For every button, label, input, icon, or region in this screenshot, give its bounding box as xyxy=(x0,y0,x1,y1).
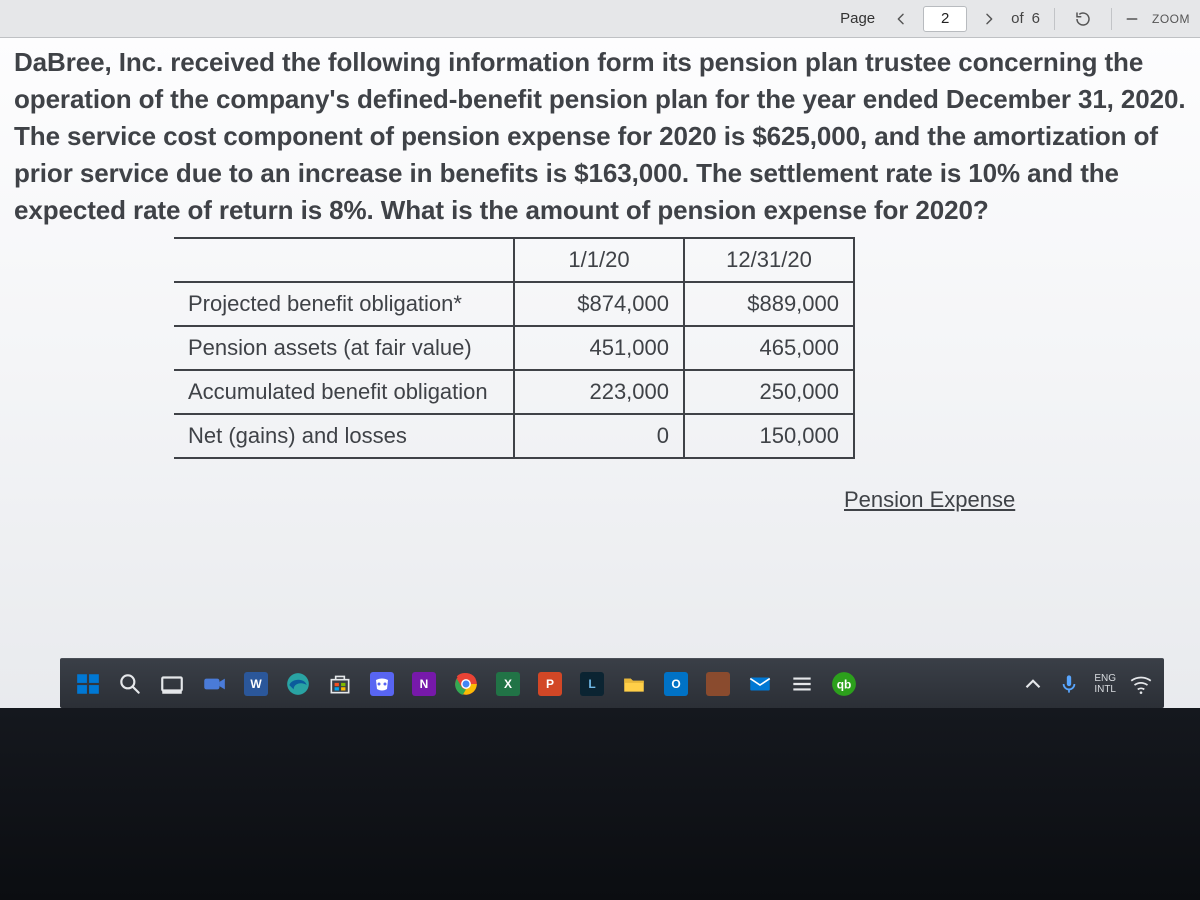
store-app-button[interactable] xyxy=(320,664,360,704)
search-icon xyxy=(117,671,143,697)
rotate-button[interactable] xyxy=(1069,6,1097,32)
toolbar-separator-2 xyxy=(1111,8,1112,30)
problem-text: DaBree, Inc. received the following info… xyxy=(14,44,1186,229)
minus-icon xyxy=(1124,11,1140,27)
row-label: Projected benefit obligation* xyxy=(174,282,514,326)
store-icon xyxy=(327,671,353,697)
chrome-app-button[interactable] xyxy=(446,664,486,704)
monitor-bezel-area xyxy=(0,708,1200,900)
lightroom-icon: L xyxy=(580,672,604,696)
app-button-misc1[interactable] xyxy=(698,664,738,704)
pdf-toolbar: Page of 6 ZOOM xyxy=(0,0,1200,38)
table-row: Pension assets (at fair value) 451,000 4… xyxy=(174,326,854,370)
outlook-app-button[interactable]: O xyxy=(656,664,696,704)
table-row: Projected benefit obligation* $874,000 $… xyxy=(174,282,854,326)
lang-line2: INTL xyxy=(1094,684,1116,695)
language-indicator[interactable]: ENG INTL xyxy=(1090,673,1120,695)
of-label: of xyxy=(1011,10,1024,27)
onenote-icon: N xyxy=(412,672,436,696)
row-value: 150,000 xyxy=(684,414,854,458)
camera-icon xyxy=(201,671,227,697)
row-value: $874,000 xyxy=(514,282,684,326)
mail-icon xyxy=(747,671,773,697)
discord-icon xyxy=(370,672,394,696)
onenote-app-button[interactable]: N xyxy=(404,664,444,704)
windows-taskbar: W N X P L xyxy=(60,658,1164,708)
lang-line1: ENG xyxy=(1094,673,1116,684)
toolbar-separator xyxy=(1054,8,1055,30)
page-label: Page xyxy=(840,10,875,27)
excel-icon: X xyxy=(496,672,520,696)
zoom-label: ZOOM xyxy=(1152,12,1190,26)
file-explorer-button[interactable] xyxy=(614,664,654,704)
microphone-icon xyxy=(1056,671,1082,697)
excel-app-button[interactable]: X xyxy=(488,664,528,704)
row-value: 0 xyxy=(514,414,684,458)
mail-app-button[interactable] xyxy=(740,664,780,704)
table-header-date1: 1/1/20 xyxy=(514,238,684,282)
chrome-icon xyxy=(453,671,479,697)
windows-logo-icon xyxy=(75,671,101,697)
row-value: $889,000 xyxy=(684,282,854,326)
chevron-up-icon xyxy=(1020,671,1046,697)
pension-table: 1/1/20 12/31/20 Projected benefit obliga… xyxy=(174,237,855,459)
word-icon: W xyxy=(244,672,268,696)
outlook-icon: O xyxy=(664,672,688,696)
word-app-button[interactable]: W xyxy=(236,664,276,704)
app-button-misc2[interactable] xyxy=(782,664,822,704)
wifi-icon xyxy=(1128,671,1154,697)
row-label: Pension assets (at fair value) xyxy=(174,326,514,370)
row-value: 465,000 xyxy=(684,326,854,370)
svg-text:qb: qb xyxy=(837,677,852,691)
page-nav-group: Page of 6 xyxy=(840,6,1118,32)
taskbar-right: ENG INTL xyxy=(1018,664,1156,704)
pension-expense-label: Pension Expense xyxy=(844,487,1186,513)
table-header-date2: 12/31/20 xyxy=(684,238,854,282)
quickbooks-app-button[interactable]: qb xyxy=(824,664,864,704)
task-view-button[interactable] xyxy=(152,664,192,704)
camera-app-button[interactable] xyxy=(194,664,234,704)
powerpoint-app-button[interactable]: P xyxy=(530,664,570,704)
row-value: 250,000 xyxy=(684,370,854,414)
quickbooks-icon: qb xyxy=(831,671,857,697)
table-header-row: 1/1/20 12/31/20 xyxy=(174,238,854,282)
powerpoint-icon: P xyxy=(538,672,562,696)
row-value: 451,000 xyxy=(514,326,684,370)
rotate-icon xyxy=(1074,10,1092,28)
lightroom-app-button[interactable]: L xyxy=(572,664,612,704)
page-number-input[interactable] xyxy=(923,6,967,32)
tray-chevron-button[interactable] xyxy=(1018,664,1048,704)
table-row: Accumulated benefit obligation 223,000 2… xyxy=(174,370,854,414)
lines-icon xyxy=(789,671,815,697)
row-label: Net (gains) and losses xyxy=(174,414,514,458)
taskbar-left: W N X P L xyxy=(68,664,1014,704)
chevron-right-icon xyxy=(981,11,997,27)
app-icon xyxy=(706,672,730,696)
zoom-group: ZOOM xyxy=(1118,6,1190,32)
wifi-button[interactable] xyxy=(1126,664,1156,704)
total-pages: 6 xyxy=(1032,10,1040,27)
start-button[interactable] xyxy=(68,664,108,704)
table-row: Net (gains) and losses 0 150,000 xyxy=(174,414,854,458)
edge-app-button[interactable] xyxy=(278,664,318,704)
table-header-blank xyxy=(174,238,514,282)
task-view-icon xyxy=(159,671,185,697)
search-button[interactable] xyxy=(110,664,150,704)
discord-app-button[interactable] xyxy=(362,664,402,704)
edge-icon xyxy=(285,671,311,697)
chevron-left-icon xyxy=(893,11,909,27)
row-label: Accumulated benefit obligation xyxy=(174,370,514,414)
zoom-out-button[interactable] xyxy=(1118,6,1146,32)
row-value: 223,000 xyxy=(514,370,684,414)
microphone-button[interactable] xyxy=(1054,664,1084,704)
next-page-button[interactable] xyxy=(975,6,1003,32)
folder-icon xyxy=(621,671,647,697)
prev-page-button[interactable] xyxy=(887,6,915,32)
